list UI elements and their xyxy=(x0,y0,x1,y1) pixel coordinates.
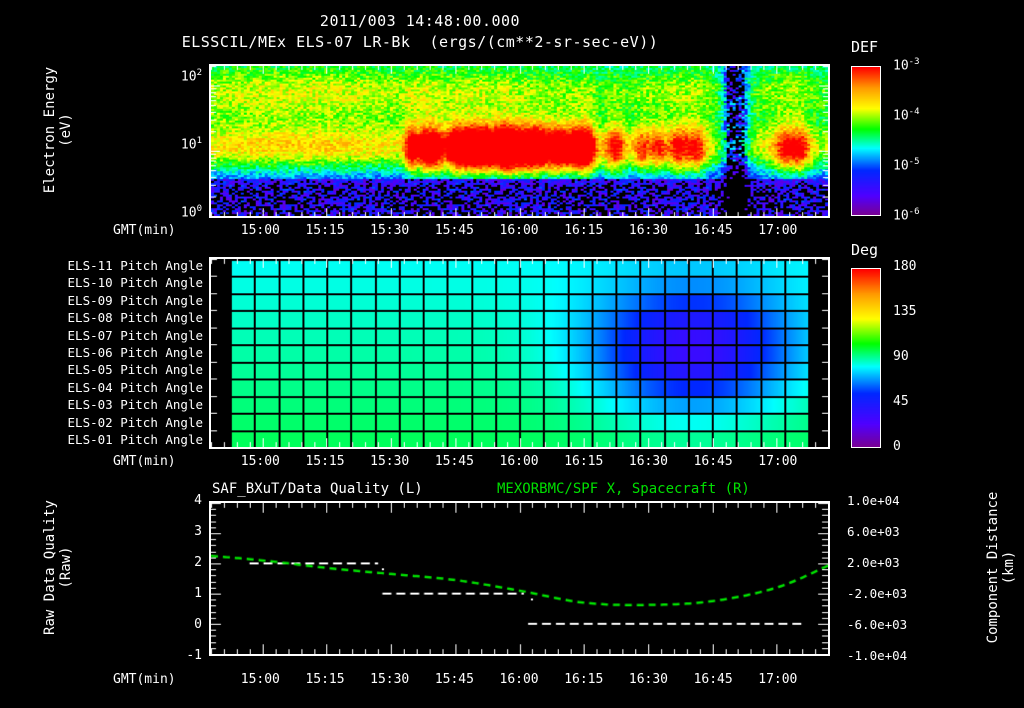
x-tick-label: 15:00 xyxy=(240,223,280,238)
deg-colorbar-tick-label: 45 xyxy=(893,394,909,409)
panel1-x-axis-label: GMT(min) xyxy=(113,223,176,238)
pitch-angle-row-label: ELS-04 Pitch Angle xyxy=(67,379,203,395)
x-tick-label: 17:00 xyxy=(758,223,798,238)
panel3-left-tick-label: -1 xyxy=(186,648,202,663)
x-tick-label: 15:45 xyxy=(434,672,474,687)
pitch-angle-row-label: ELS-01 Pitch Angle xyxy=(67,432,203,448)
def-colorbar-tick-label: 10-4 xyxy=(893,107,920,124)
panel1-ytick-1e2: 102 xyxy=(180,68,202,85)
x-tick-label: 16:30 xyxy=(628,672,669,687)
pitch-angle-row-label: ELS-10 Pitch Angle xyxy=(67,275,203,291)
deg-colorbar-tick-label: 90 xyxy=(893,349,909,364)
plot-title-datetime: 2011/003 14:48:00.000 xyxy=(319,12,521,30)
def-colorbar xyxy=(851,66,881,216)
panel3-left-tick-label: 2 xyxy=(194,555,202,570)
spectrogram-image xyxy=(211,66,828,216)
x-tick-label: 16:45 xyxy=(693,454,733,469)
panel3-subtitle-right: MEXORBMC/SPF X, Spacecraft (R) xyxy=(497,481,750,497)
def-colorbar-tick-label: 10-6 xyxy=(893,207,920,224)
x-tick-label: 16:45 xyxy=(693,672,733,687)
x-tick-label: 15:45 xyxy=(434,223,474,238)
deg-colorbar xyxy=(851,268,881,448)
deg-colorbar-tick-label: 0 xyxy=(893,439,901,454)
panel3-right-tick-label: 6.0e+03 xyxy=(847,524,900,539)
pitch-angle-row-label: ELS-03 Pitch Angle xyxy=(67,397,203,413)
panel3-subtitle-left: SAF_BXuT/Data Quality (L) xyxy=(212,481,423,497)
pitch-angle-row-label: ELS-02 Pitch Angle xyxy=(67,414,203,430)
x-tick-label: 16:00 xyxy=(499,672,539,687)
def-colorbar-tick-label: 10-5 xyxy=(893,157,920,174)
deg-colorbar-tick-label: 180 xyxy=(893,259,917,274)
x-tick-label: 15:30 xyxy=(370,223,410,238)
def-colorbar-gradient xyxy=(852,67,880,215)
x-tick-label: 15:15 xyxy=(305,672,345,687)
x-tick-label: 15:15 xyxy=(305,223,345,238)
panel3-left-tick-label: 0 xyxy=(194,617,202,632)
panel3-x-axis-label: GMT(min) xyxy=(113,672,176,687)
panel3-right-tick-label: -6.0e+03 xyxy=(847,617,908,632)
def-colorbar-title: DEF xyxy=(851,38,879,56)
panel3-right-tick-label: 1.0e+04 xyxy=(847,493,900,508)
pitch-angle-image xyxy=(211,259,828,447)
panel1-ytick-1e0: 100 xyxy=(180,204,202,221)
panel3-left-tick-label: 1 xyxy=(194,586,202,601)
pitch-angle-row-label: ELS-09 Pitch Angle xyxy=(67,292,203,308)
x-tick-label: 16:45 xyxy=(693,223,733,238)
deg-colorbar-tick-label: 135 xyxy=(893,304,917,319)
x-tick-label: 16:30 xyxy=(628,223,669,238)
x-tick-label: 17:00 xyxy=(758,454,798,469)
pitch-angle-row-label: ELS-05 Pitch Angle xyxy=(67,362,203,378)
spectrogram-panel xyxy=(209,64,830,218)
x-tick-label: 15:30 xyxy=(370,454,410,469)
panel3-left-tick-label: 3 xyxy=(194,524,202,539)
panel3-right-tick-label: 2.0e+03 xyxy=(847,555,900,570)
x-tick-label: 15:45 xyxy=(434,454,474,469)
panel3-right-y-axis-label: Component Distance (km) xyxy=(985,491,1018,644)
panel3-right-tick-label: -2.0e+03 xyxy=(847,586,908,601)
panel3-left-tick-label: 4 xyxy=(194,493,202,508)
x-tick-label: 15:15 xyxy=(305,454,345,469)
panel2-x-axis-label: GMT(min) xyxy=(113,454,176,469)
pitch-angle-row-label: ELS-08 Pitch Angle xyxy=(67,310,203,326)
x-tick-label: 16:00 xyxy=(499,454,539,469)
panel1-ytick-1e1: 101 xyxy=(180,136,202,153)
data-quality-panel xyxy=(209,501,830,656)
x-tick-label: 16:30 xyxy=(628,454,669,469)
pitch-angle-row-label: ELS-07 Pitch Angle xyxy=(67,327,203,343)
pitch-angle-panel xyxy=(209,257,830,449)
pitch-angle-row-label: ELS-11 Pitch Angle xyxy=(67,257,203,273)
x-tick-label: 16:00 xyxy=(499,223,539,238)
deg-colorbar-title: Deg xyxy=(851,241,879,259)
data-quality-plot xyxy=(211,503,828,654)
x-tick-label: 16:15 xyxy=(564,223,604,238)
x-tick-label: 16:15 xyxy=(564,672,604,687)
deg-colorbar-gradient xyxy=(852,269,880,447)
panel1-y-axis-label: Electron Energy (eV) xyxy=(42,66,75,194)
x-tick-label: 17:00 xyxy=(758,672,798,687)
def-colorbar-tick-label: 10-3 xyxy=(893,57,920,74)
panel3-right-tick-label: -1.0e+04 xyxy=(847,648,908,663)
x-tick-label: 16:15 xyxy=(564,454,604,469)
x-tick-label: 15:30 xyxy=(370,672,410,687)
pitch-angle-row-label: ELS-06 Pitch Angle xyxy=(67,345,203,360)
panel3-left-y-axis-label: Raw Data Quality (Raw) xyxy=(42,500,75,635)
plot-title-instrument: ELSSCIL/MEx ELS-07 LR-Bk (ergs/(cm**2-sr… xyxy=(181,33,659,51)
x-tick-label: 15:00 xyxy=(240,454,280,469)
x-tick-label: 15:00 xyxy=(240,672,280,687)
